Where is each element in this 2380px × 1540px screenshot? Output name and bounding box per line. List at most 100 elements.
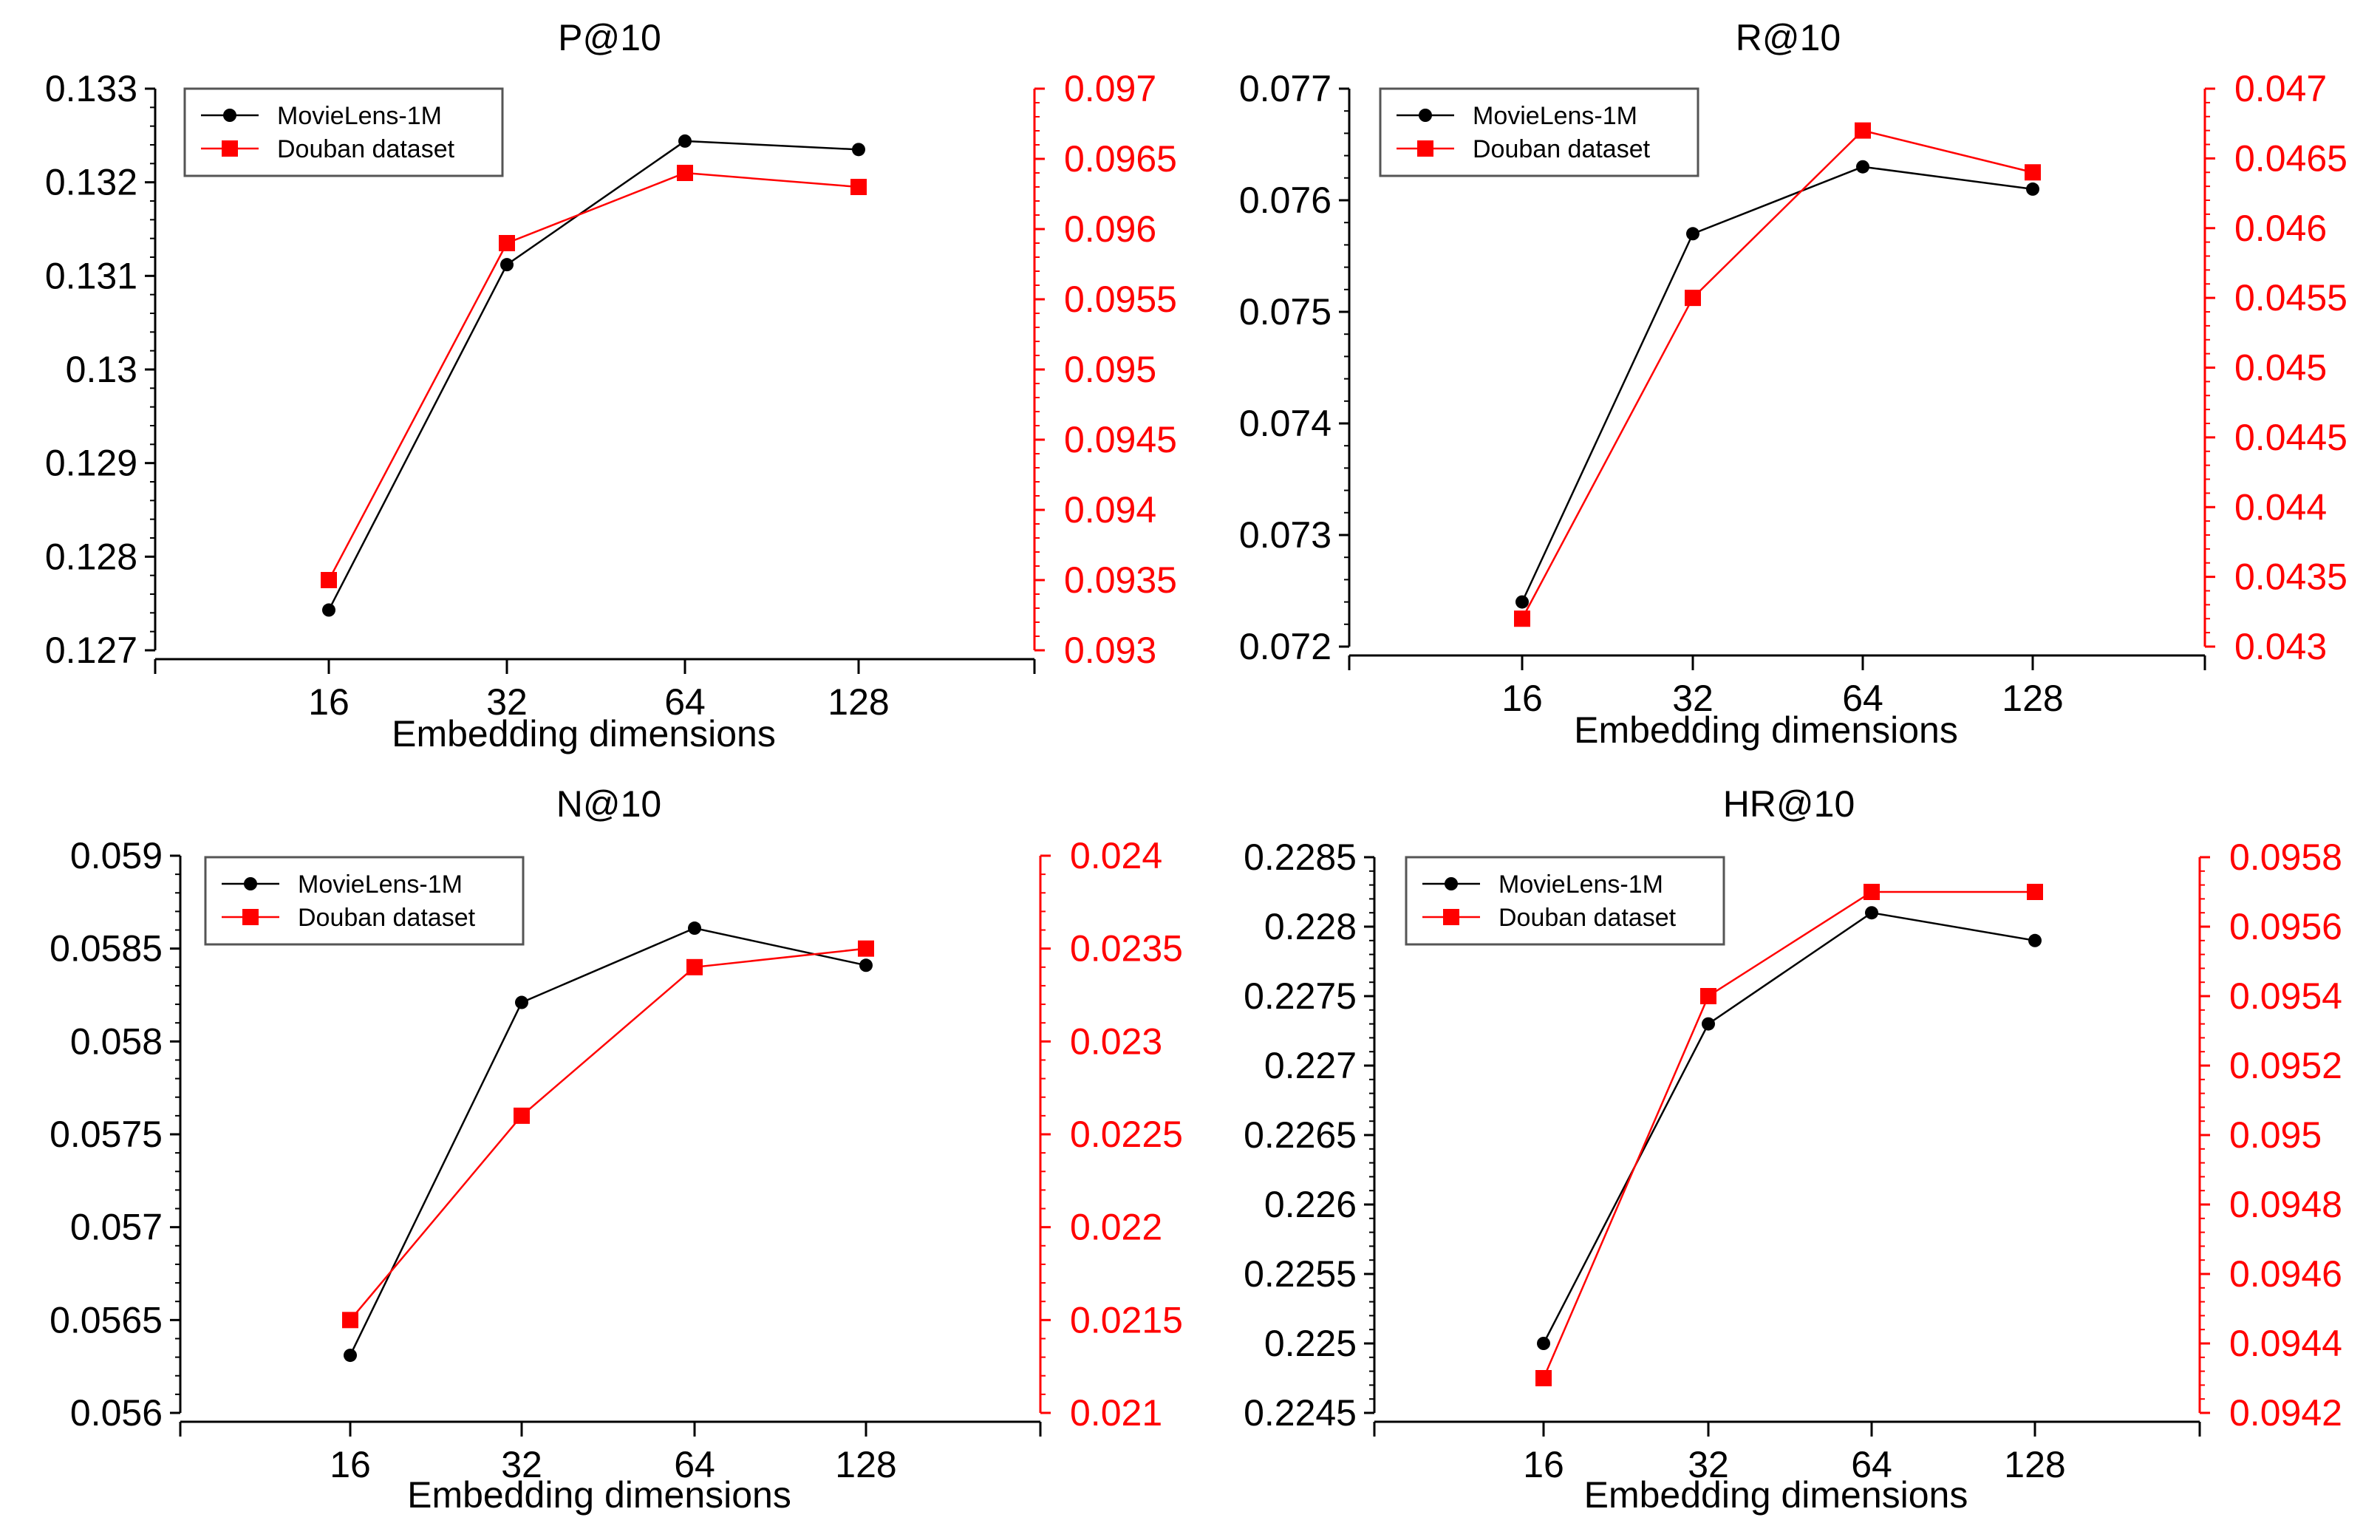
data-point-circle: [859, 958, 873, 972]
x-tick-label: 16: [330, 1444, 371, 1485]
legend-square-marker: [242, 909, 259, 925]
chart-title: HR@10: [1723, 783, 1855, 825]
chart-panel-1: P@10 0.127 0.128 0.129 0.13 0.131 0.132 0.133 0.…: [45, 17, 1177, 754]
right-y-tick-label: 0.0955: [1064, 279, 1177, 320]
left-y-tick-label: 0.129: [45, 443, 137, 484]
legend-box: [204, 856, 525, 946]
data-point-circle: [1865, 906, 1878, 920]
series-line-2: [350, 947, 867, 1321]
data-point-circle: [344, 1349, 357, 1363]
legend: MovieLens-1M Douban dataset: [204, 856, 525, 946]
data-point-square: [321, 572, 337, 588]
data-point-circle: [2028, 933, 2042, 947]
right-y-tick-label: 0.0958: [2229, 837, 2342, 878]
data-point-square: [686, 958, 703, 975]
legend-label: MovieLens-1M: [1473, 102, 1637, 130]
left-y-tick-label: 0.074: [1239, 403, 1331, 444]
data-point-square: [342, 1312, 358, 1329]
right-y-tick-label: 0.043: [2234, 626, 2327, 667]
data-point-circle: [688, 921, 701, 936]
chart-panel-2: R@10 0.072 0.073 0.074 0.075 0.076 0.077 0.043 0…: [1239, 17, 2347, 751]
series-line-2: [327, 171, 859, 581]
data-point-circle: [500, 258, 514, 272]
data-point-circle: [322, 603, 335, 617]
left-y-tick-label: 0.059: [70, 835, 163, 876]
right-y-tick-label: 0.0445: [2234, 417, 2347, 458]
left-y-tick-label: 0.057: [70, 1207, 163, 1248]
left-y-tick-label: 0.225: [1264, 1323, 1357, 1364]
left-y-tick-label: 0.2245: [1244, 1392, 1357, 1434]
right-y-tick-label: 0.0952: [2229, 1045, 2342, 1086]
data-point-square: [1535, 1370, 1552, 1386]
data-point-square: [2027, 884, 2043, 900]
right-y-tick-label: 0.0954: [2229, 975, 2342, 1017]
x-tick-label: 16: [1501, 678, 1543, 719]
right-y-tick-label: 0.0465: [2234, 137, 2347, 179]
legend-circle-marker: [1445, 877, 1458, 890]
data-point-circle: [852, 143, 865, 157]
x-tick-label: 32: [486, 681, 528, 723]
right-y-tick-label: 0.023: [1070, 1021, 1162, 1062]
left-y-tick-label: 0.073: [1239, 514, 1331, 556]
data-point-square: [850, 179, 867, 195]
data-point-square: [2025, 164, 2041, 181]
left-y-tick-label: 0.131: [45, 255, 137, 296]
x-tick-label: 16: [1523, 1444, 1564, 1485]
legend-square-marker: [222, 140, 238, 157]
left-y-tick-label: 0.132: [45, 162, 137, 203]
legend-label: Douban dataset: [298, 904, 476, 932]
data-point-circle: [2026, 182, 2039, 196]
data-point-circle: [1686, 227, 1699, 241]
right-y-tick-label: 0.0215: [1070, 1299, 1183, 1340]
data-point-square: [1855, 122, 1871, 139]
x-tick-label: 32: [1688, 1444, 1729, 1485]
data-point-square: [1700, 988, 1716, 1004]
right-y-tick-label: 0.0942: [2229, 1392, 2342, 1434]
right-y-tick-label: 0.0945: [1064, 419, 1177, 460]
legend-circle-marker: [223, 109, 236, 122]
data-point-circle: [1702, 1017, 1715, 1031]
right-y-tick-label: 0.095: [2229, 1114, 2322, 1156]
left-y-tick-label: 0.058: [70, 1021, 163, 1062]
legend-label: MovieLens-1M: [277, 102, 442, 130]
right-y-tick-label: 0.045: [2234, 347, 2327, 389]
left-y-tick-label: 0.072: [1239, 626, 1331, 667]
series-line-1: [1521, 166, 2033, 603]
left-y-tick-label: 0.226: [1264, 1184, 1357, 1225]
chart-panel-4: HR@10 0.2245 0.225 0.2255 0.226 0.2265 0.227 0.…: [1244, 783, 2342, 1516]
right-y-tick-label: 0.0946: [2229, 1253, 2342, 1295]
data-point-square: [1514, 610, 1530, 627]
left-y-tick-label: 0.0565: [50, 1299, 163, 1340]
data-point-circle: [1515, 595, 1529, 609]
left-y-tick-label: 0.133: [45, 68, 137, 109]
legend-box: [183, 87, 504, 177]
x-tick-label: 16: [308, 681, 350, 723]
right-y-tick-label: 0.0944: [2229, 1323, 2342, 1364]
chart-title: N@10: [556, 783, 661, 825]
series-line-1: [327, 140, 859, 611]
x-axis-label: Embedding dimensions: [1574, 709, 1958, 751]
right-y-tick-label: 0.0935: [1064, 559, 1177, 601]
data-point-circle: [1856, 160, 1869, 174]
x-tick-label: 32: [1672, 678, 1714, 719]
data-point-square: [858, 940, 874, 957]
right-y-tick-label: 0.022: [1070, 1207, 1162, 1248]
x-tick-label: 64: [1851, 1444, 1892, 1485]
left-y-tick-label: 0.0585: [50, 928, 163, 970]
right-y-tick-label: 0.096: [1064, 208, 1156, 250]
left-y-tick-label: 0.0575: [50, 1114, 163, 1155]
right-y-tick-label: 0.0235: [1070, 928, 1183, 970]
left-y-tick-label: 0.077: [1239, 68, 1331, 109]
x-tick-label: 64: [664, 681, 706, 723]
left-y-tick-label: 0.2255: [1244, 1253, 1357, 1295]
right-y-tick-label: 0.094: [1064, 489, 1156, 531]
x-tick-label: 128: [835, 1444, 896, 1485]
left-y-tick-label: 0.227: [1264, 1045, 1357, 1086]
right-y-tick-label: 0.0948: [2229, 1184, 2342, 1225]
right-y-tick-label: 0.047: [2234, 68, 2327, 109]
left-y-tick-label: 0.13: [66, 349, 137, 390]
right-y-tick-label: 0.097: [1064, 68, 1156, 109]
left-y-tick-label: 0.128: [45, 536, 137, 577]
right-y-tick-label: 0.0435: [2234, 556, 2347, 598]
